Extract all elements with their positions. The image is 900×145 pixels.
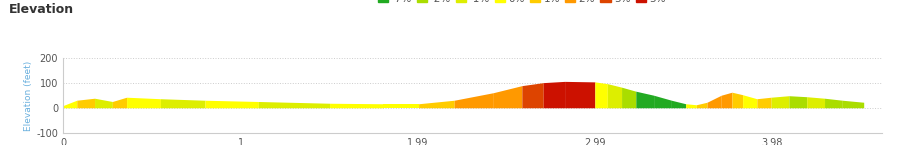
- Polygon shape: [259, 102, 330, 108]
- Polygon shape: [771, 96, 789, 108]
- Polygon shape: [596, 82, 608, 108]
- Polygon shape: [733, 93, 743, 108]
- Y-axis label: Elevation (feet): Elevation (feet): [24, 61, 33, 131]
- Polygon shape: [672, 101, 686, 108]
- Polygon shape: [95, 99, 112, 108]
- Polygon shape: [63, 101, 77, 108]
- Text: Elevation: Elevation: [9, 3, 74, 16]
- Polygon shape: [686, 104, 697, 108]
- Polygon shape: [758, 98, 771, 108]
- Polygon shape: [419, 101, 454, 108]
- Polygon shape: [494, 86, 522, 108]
- Polygon shape: [544, 82, 565, 108]
- Polygon shape: [608, 84, 622, 108]
- Polygon shape: [697, 103, 707, 108]
- Polygon shape: [722, 93, 733, 108]
- Polygon shape: [205, 101, 259, 108]
- Polygon shape: [636, 92, 654, 108]
- Polygon shape: [654, 96, 672, 108]
- Polygon shape: [565, 82, 596, 108]
- Legend: -7%, -2%, -1%, 0%, 1%, 2%, 3%, 5%: -7%, -2%, -1%, 0%, 1%, 2%, 3%, 5%: [375, 0, 668, 6]
- Polygon shape: [622, 88, 636, 108]
- Polygon shape: [707, 96, 722, 108]
- Polygon shape: [77, 99, 95, 108]
- Polygon shape: [127, 98, 161, 108]
- Polygon shape: [161, 99, 205, 108]
- Polygon shape: [743, 95, 758, 108]
- Polygon shape: [454, 93, 494, 108]
- Polygon shape: [789, 96, 807, 108]
- Polygon shape: [842, 101, 864, 108]
- Polygon shape: [330, 104, 383, 108]
- Polygon shape: [522, 83, 544, 108]
- Polygon shape: [807, 97, 825, 108]
- Polygon shape: [825, 99, 842, 108]
- Polygon shape: [383, 104, 419, 108]
- Polygon shape: [112, 98, 127, 108]
